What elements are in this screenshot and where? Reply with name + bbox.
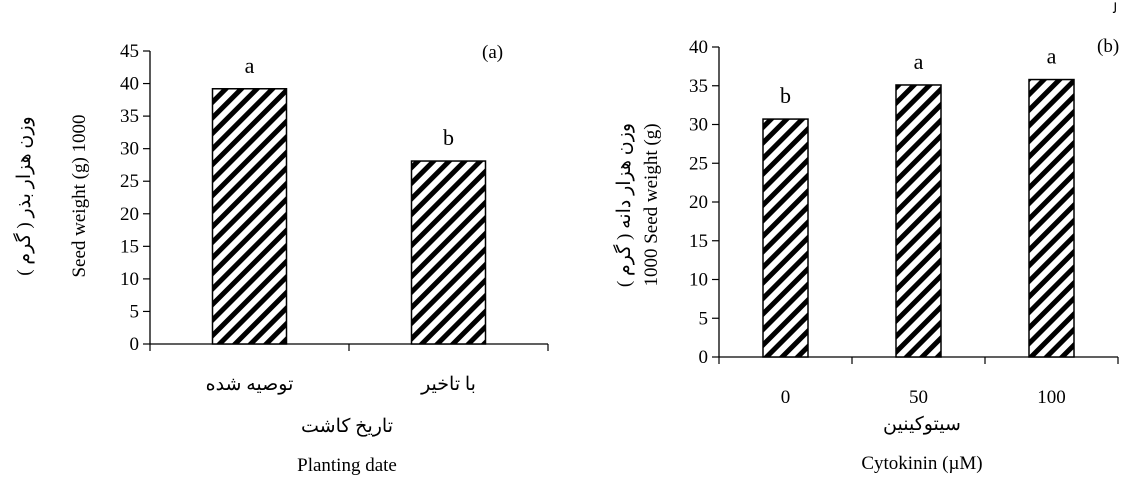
y-tick-label-a: 45	[120, 41, 139, 62]
panel-label-b: (b)	[1097, 36, 1119, 57]
y-tick-label-b: 25	[689, 153, 708, 174]
y-tick-label-a: 40	[120, 74, 139, 95]
y-axis-title-b: 1000 Seed weight (g)	[641, 123, 662, 286]
y-tick-label-b: 30	[689, 115, 708, 136]
y-tick-label-b: 40	[689, 37, 708, 58]
bar-significance-label-a: a	[245, 53, 255, 78]
x-axis-title-en-a: Planting date	[297, 455, 397, 476]
x-axis-title-fa-b: سیتوکینین	[883, 414, 961, 435]
y-tick-label-b: 35	[689, 76, 708, 97]
x-category-label-b: 0	[781, 387, 791, 408]
bar-significance-label-b: a	[914, 49, 924, 74]
chart-panel-a: (a) Seed weight (g) 1000 وزن هزار بذر ( …	[12, 41, 549, 476]
y-tick-label-b: 5	[699, 308, 709, 329]
y-tick-label-a: 10	[120, 269, 139, 290]
y-tick-label-a: 5	[130, 301, 140, 322]
y-tick-label-b: 15	[689, 231, 708, 252]
y-tick-label-a: 15	[120, 236, 139, 257]
bar-b	[1028, 78, 1075, 358]
y-tick-label-a: 0	[130, 334, 140, 355]
y-axis-title-fa-b: وزن هزار دانه ( گرم )	[612, 123, 635, 287]
bar-a	[410, 160, 487, 345]
corner-mark: ﻟ	[1112, 2, 1117, 17]
bar-significance-label-b: a	[1047, 44, 1057, 69]
bar-b	[762, 118, 809, 358]
y-axis-title-en-a: Seed weight (g) 1000	[69, 114, 90, 277]
y-tick-label-b: 10	[689, 270, 708, 291]
x-category-label-b: 50	[909, 387, 928, 408]
y-tick-label-a: 25	[120, 171, 139, 192]
y-axis-title-fa-group-a: وزن هزار بذر ( گرم )	[12, 116, 35, 275]
x-category-label-b: 100	[1037, 387, 1066, 408]
y-axis-title-en-b: 1000 Seed weight (g)	[641, 123, 662, 286]
bar-significance-label-b: b	[780, 83, 791, 108]
panel-label-a: (a)	[482, 42, 503, 63]
y-tick-label-b: 0	[699, 347, 709, 368]
x-category-label-a: توصیه شده	[206, 374, 294, 395]
x-axis-title-en-b: Cytokinin (µM)	[861, 453, 982, 474]
y-tick-label-a: 20	[120, 204, 139, 225]
bar-significance-label-a: b	[443, 125, 454, 150]
y-axis-title-fa-group-b: وزن هزار دانه ( گرم )	[612, 123, 635, 287]
bar-b	[895, 84, 942, 358]
x-axis-title-fa-a: تاریخ کاشت	[301, 416, 393, 437]
y-tick-label-b: 20	[689, 192, 708, 213]
y-axis-title-fa-a: وزن هزار بذر ( گرم )	[12, 116, 35, 275]
y-tick-label-a: 35	[120, 106, 139, 127]
y-tick-label-a: 30	[120, 139, 139, 160]
bar-a	[211, 88, 288, 345]
x-category-label-a: با تاخیر	[420, 374, 476, 395]
y-axis-title-a: Seed weight (g) 1000	[69, 114, 90, 277]
chart-panel-b: (b) 1000 Seed weight (g) وزن هزار دانه (…	[612, 36, 1119, 474]
